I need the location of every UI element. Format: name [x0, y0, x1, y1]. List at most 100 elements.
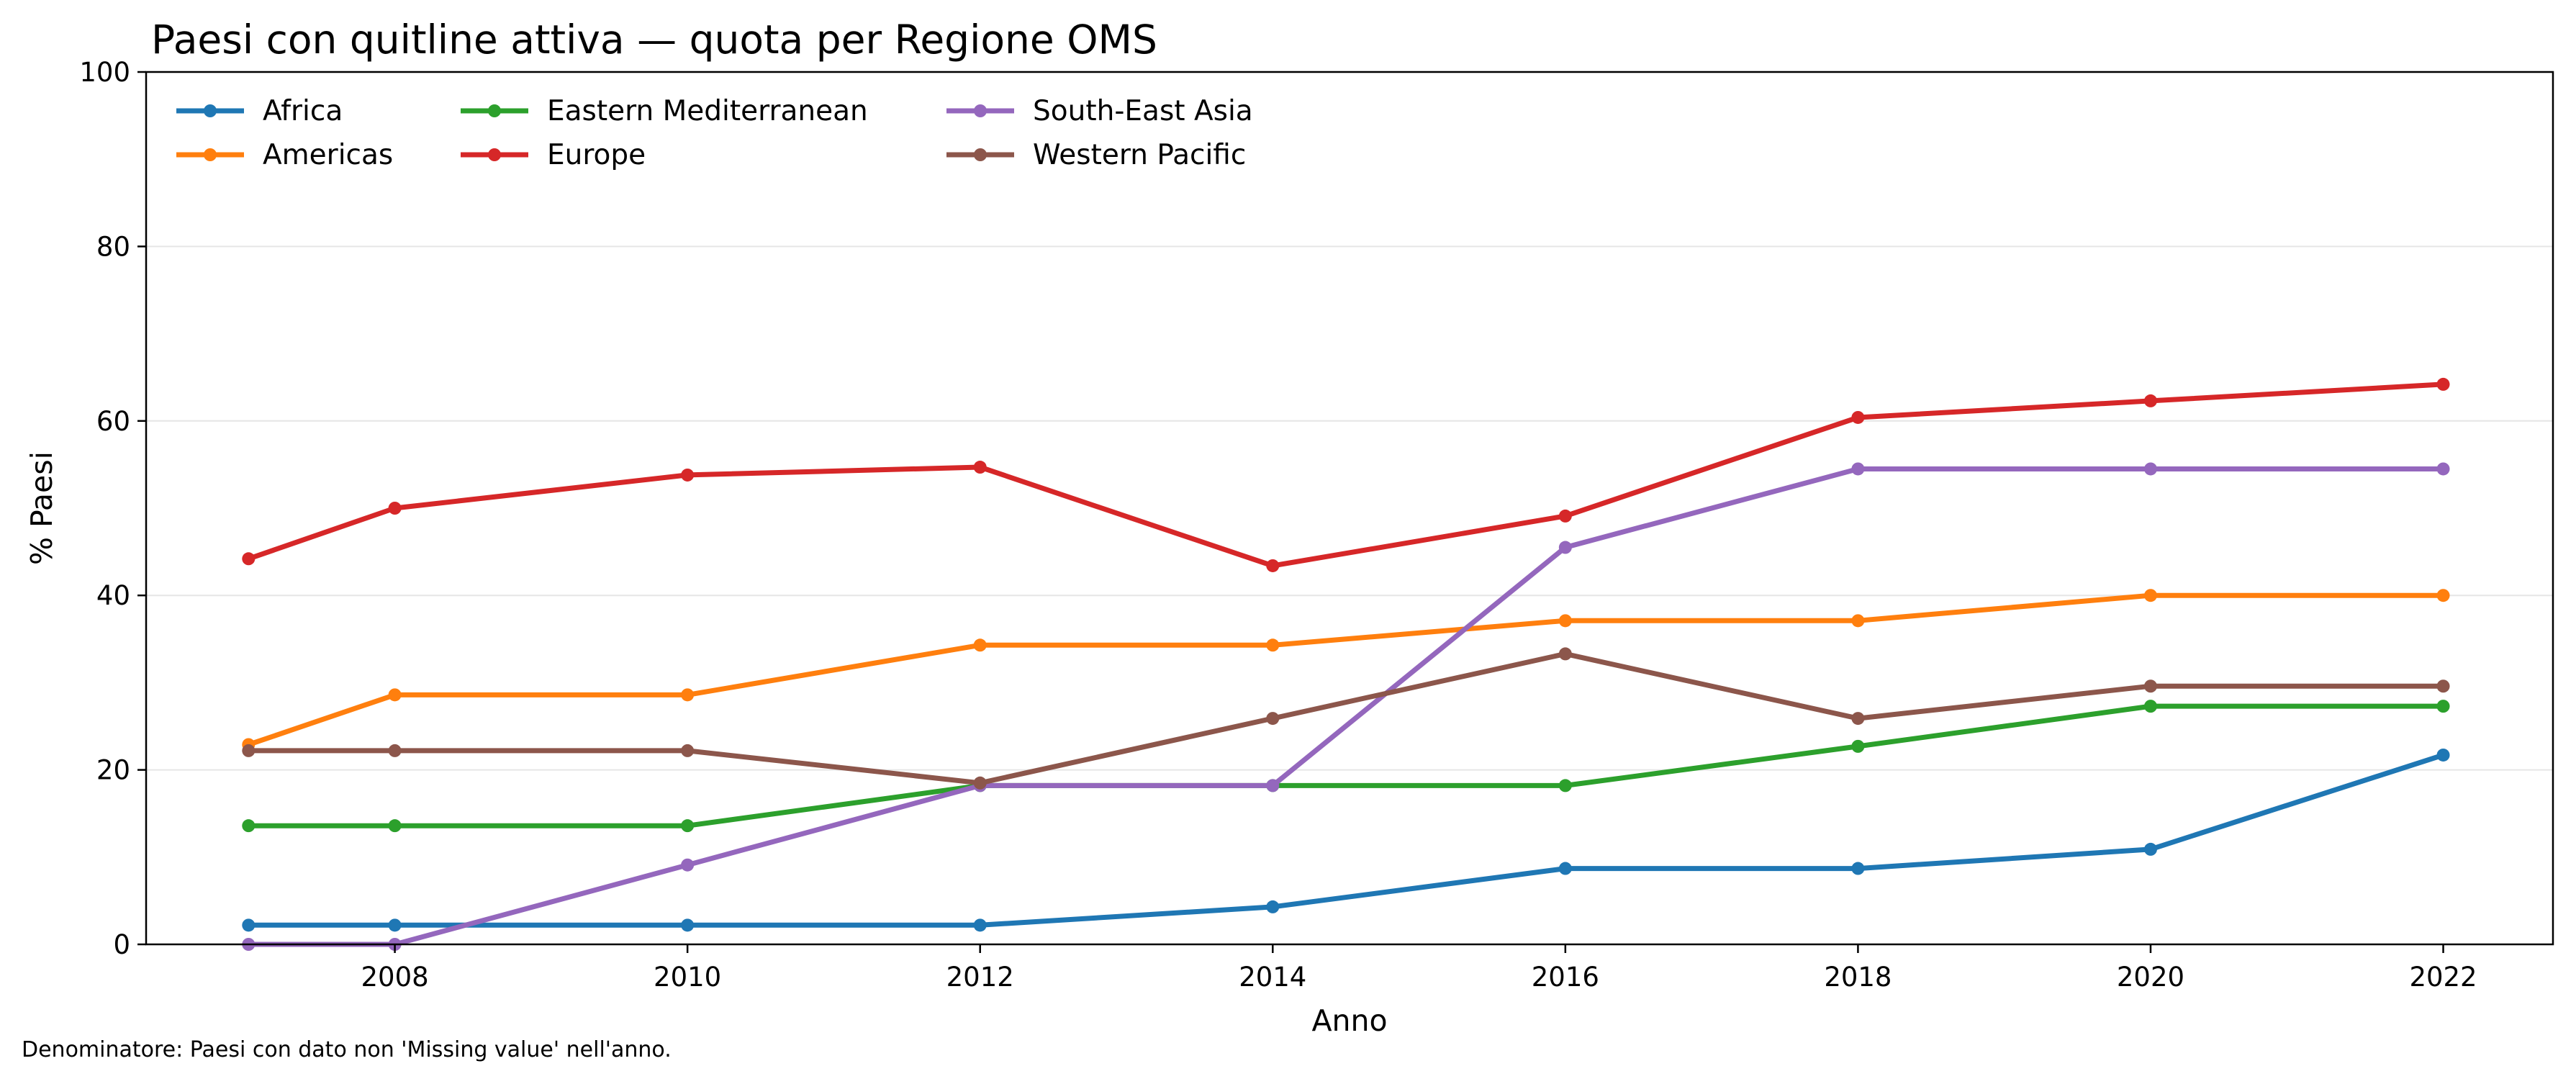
data-point	[388, 819, 402, 833]
data-point	[2143, 589, 2157, 602]
data-point	[2436, 748, 2450, 762]
data-point	[2143, 462, 2157, 476]
x-tick-label: 2010	[654, 962, 721, 993]
y-axis: 0 20 40 60 80 100	[79, 57, 146, 960]
series-line	[245, 752, 2446, 928]
data-point	[1558, 509, 1572, 523]
series-europe	[242, 377, 2450, 572]
data-point	[2436, 377, 2450, 391]
legend-label: Western Pacific	[1033, 139, 1246, 171]
data-point	[388, 502, 402, 515]
legend-label: Eastern Mediterranean	[547, 95, 868, 127]
data-point	[681, 688, 695, 702]
legend-entry: Eastern Mediterranean	[461, 95, 868, 127]
legend-marker	[974, 104, 987, 117]
data-point	[973, 461, 987, 474]
legend-label: Americas	[263, 139, 393, 171]
x-axis-label: Anno	[1311, 1003, 1387, 1038]
data-point	[1851, 614, 1865, 628]
data-point	[388, 918, 402, 932]
data-point	[2143, 394, 2157, 407]
legend-label: South-East Asia	[1033, 95, 1253, 127]
footnote: Denominatore: Paesi con dato non 'Missin…	[22, 1037, 672, 1062]
legend-entry: Europe	[461, 139, 646, 171]
x-axis: 2008 2010 2012 2014 2016 2018 2020 2022	[361, 944, 2477, 993]
data-point	[973, 776, 987, 790]
data-point	[681, 468, 695, 482]
series-line	[245, 381, 2446, 569]
data-point	[1558, 779, 1572, 792]
data-point	[1851, 712, 1865, 726]
data-point	[973, 918, 987, 932]
data-point	[2436, 589, 2450, 602]
y-tick-label: 40	[96, 580, 130, 611]
x-tick-label: 2012	[946, 962, 1014, 993]
data-point	[1266, 712, 1280, 726]
legend-entry: Africa	[176, 95, 343, 127]
data-point	[681, 858, 695, 872]
series-western-pacific	[242, 647, 2450, 790]
series-south-east-asia	[242, 462, 2450, 951]
data-point	[681, 744, 695, 757]
data-point	[242, 918, 256, 932]
data-point	[2143, 700, 2157, 713]
data-point	[681, 918, 695, 932]
series-line	[245, 651, 2446, 786]
data-point	[681, 819, 695, 833]
data-point	[2436, 679, 2450, 693]
y-tick-label: 100	[79, 57, 130, 88]
data-point	[1558, 614, 1572, 628]
data-point	[1558, 647, 1572, 661]
x-tick-label: 2018	[1824, 962, 1892, 993]
legend-marker	[488, 148, 501, 161]
data-point	[2143, 842, 2157, 856]
legend-label: Europe	[547, 139, 646, 171]
data-point	[1266, 638, 1280, 652]
legend-entry: Western Pacific	[946, 139, 1246, 171]
legend: Africa Americas Eastern Mediterranean Europ…	[176, 95, 1253, 171]
data-point	[388, 688, 402, 702]
data-point	[2436, 462, 2450, 476]
y-tick-label: 20	[96, 755, 130, 786]
data-point	[242, 819, 256, 833]
plot-frame	[145, 71, 2554, 946]
legend-marker	[488, 104, 501, 117]
y-axis-label: % Paesi	[24, 451, 59, 565]
data-point	[2143, 679, 2157, 693]
data-point	[1851, 862, 1865, 875]
legend-entry: South-East Asia	[946, 95, 1253, 127]
series-eastern-mediterranean	[242, 700, 2450, 833]
legend-marker	[974, 148, 987, 161]
data-point	[1266, 779, 1280, 792]
data-point	[388, 744, 402, 757]
data-point	[242, 744, 256, 757]
chart-title: Paesi con quitline attiva — quota per Re…	[151, 17, 1157, 63]
data-point	[1558, 541, 1572, 554]
legend-marker	[204, 148, 217, 161]
series-line	[245, 592, 2446, 747]
data-point	[2436, 700, 2450, 713]
y-tick-label: 80	[96, 231, 130, 262]
x-tick-label: 2020	[2117, 962, 2184, 993]
data-point	[1851, 410, 1865, 424]
series-africa	[242, 748, 2450, 932]
y-tick-label: 60	[96, 406, 130, 437]
data-point	[1851, 462, 1865, 476]
legend-marker	[204, 104, 217, 117]
x-tick-label: 2014	[1239, 962, 1306, 993]
data-point	[973, 638, 987, 652]
gridlines	[146, 245, 2553, 771]
legend-entry: Americas	[176, 139, 393, 171]
data-point	[1558, 862, 1572, 875]
y-tick-label: 0	[113, 929, 130, 960]
x-tick-label: 2016	[1532, 962, 1599, 993]
series-layer	[242, 377, 2450, 951]
x-tick-label: 2022	[2409, 962, 2477, 993]
series-line	[245, 466, 2446, 947]
x-tick-label: 2008	[361, 962, 428, 993]
data-point	[1851, 739, 1865, 753]
legend-label: Africa	[263, 95, 343, 127]
data-point	[1266, 559, 1280, 572]
data-point	[1266, 900, 1280, 913]
